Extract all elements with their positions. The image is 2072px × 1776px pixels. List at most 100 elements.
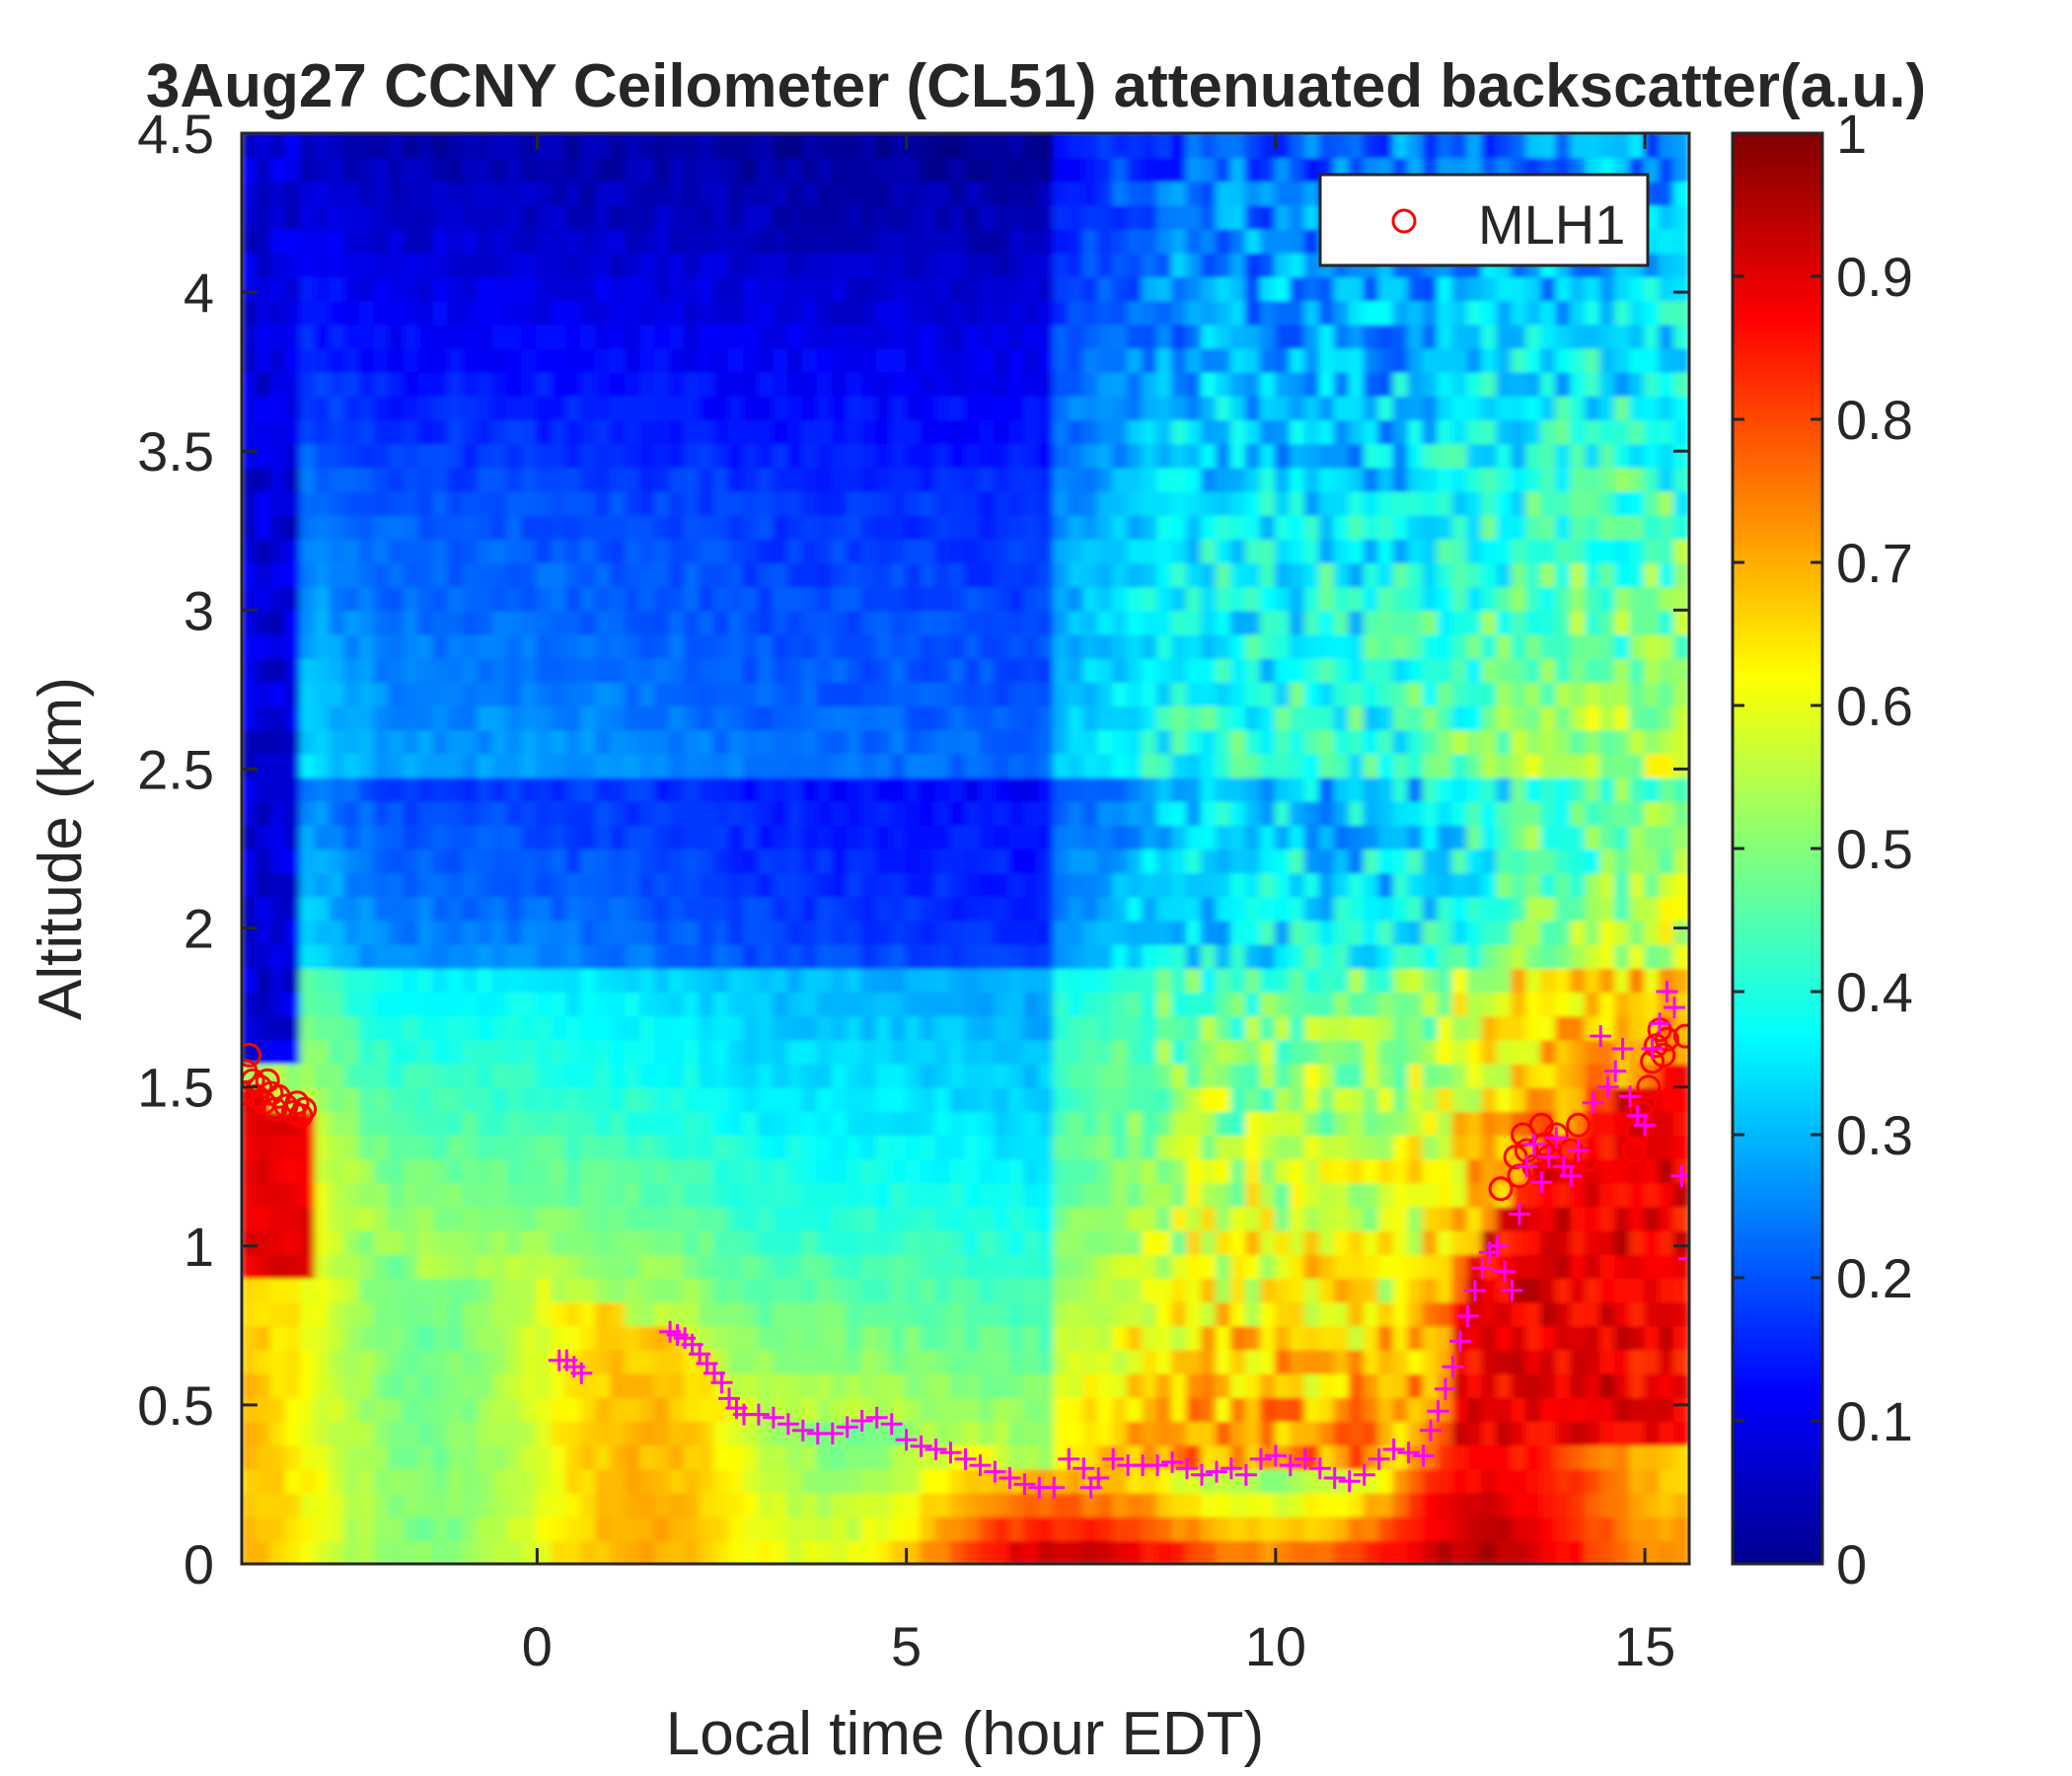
heatmap-cell: [565, 585, 583, 612]
heatmap-cell: [1127, 942, 1145, 969]
heatmap-cell: [816, 370, 834, 397]
heatmap-cell: [1244, 609, 1262, 635]
heatmap-cell: [1259, 1300, 1277, 1327]
heatmap-cell: [934, 1085, 952, 1112]
heatmap-cell: [1201, 489, 1218, 516]
heatmap-cell: [1407, 704, 1425, 731]
heatmap-cell: [994, 728, 1011, 755]
heatmap-cell: [964, 942, 982, 969]
heatmap-cell: [447, 1491, 465, 1517]
heatmap-cell: [713, 942, 730, 969]
heatmap-cell: [625, 370, 642, 397]
heatmap-cell: [1437, 1181, 1454, 1208]
heatmap-cell: [1053, 1324, 1071, 1351]
heatmap-cell: [1216, 942, 1232, 969]
heatmap-cell: [728, 1324, 745, 1351]
heatmap-cell: [1229, 513, 1247, 540]
heatmap-cell: [1377, 418, 1395, 445]
heatmap-cell: [684, 1181, 702, 1208]
heatmap-cell: [786, 156, 804, 183]
heatmap-cell: [1303, 418, 1321, 445]
heatmap-cell: [786, 489, 804, 516]
heatmap-cell: [743, 632, 760, 659]
heatmap-cell: [1023, 585, 1041, 612]
heatmap-cell: [580, 1134, 598, 1160]
heatmap-cell: [595, 1205, 613, 1231]
heatmap-cell: [1333, 991, 1351, 1017]
heatmap-cell: [920, 799, 937, 826]
heatmap-cell: [403, 656, 420, 683]
heatmap-cell: [1422, 585, 1440, 612]
heatmap-cell: [1392, 1324, 1410, 1351]
heatmap-cell: [1186, 203, 1203, 230]
heatmap-cell: [1082, 1228, 1100, 1255]
heatmap-cell: [949, 251, 967, 277]
heatmap-cell: [979, 1228, 997, 1255]
heatmap-cell: [269, 203, 287, 230]
heatmap-cell: [949, 1467, 967, 1494]
heatmap-cell: [1229, 489, 1247, 516]
heatmap-cell: [1303, 919, 1321, 945]
heatmap-cell: [1363, 1324, 1380, 1351]
heatmap-cell: [920, 632, 937, 659]
heatmap-cell: [1097, 513, 1115, 540]
heatmap-cell: [1171, 1134, 1189, 1160]
heatmap-cell: [625, 418, 642, 445]
heatmap-cell: [242, 442, 258, 469]
heatmap-cell: [934, 180, 952, 206]
heatmap-cell: [831, 871, 849, 898]
heatmap-cell: [1422, 991, 1440, 1017]
heatmap-cell: [949, 919, 967, 945]
heatmap-cell: [403, 1252, 420, 1279]
heatmap-cell: [934, 1109, 952, 1136]
heatmap-cell: [728, 1014, 745, 1041]
heatmap-cell: [551, 466, 568, 492]
heatmap-cell: [772, 1134, 789, 1160]
heatmap-cell: [1053, 728, 1071, 755]
heatmap-cell: [521, 823, 539, 850]
heatmap-cell: [1156, 394, 1174, 420]
heatmap-cell: [403, 848, 420, 874]
heatmap-cell: [1244, 156, 1262, 183]
heatmap-cell: [890, 537, 908, 563]
heatmap-cell: [1392, 323, 1410, 349]
heatmap-cell: [1318, 537, 1336, 563]
heatmap-cell: [890, 632, 908, 659]
heatmap-cell: [1112, 632, 1130, 659]
heatmap-cell: [1451, 1420, 1469, 1446]
heatmap-cell: [536, 180, 554, 206]
heatmap-cell: [536, 848, 554, 874]
heatmap-cell: [816, 418, 834, 445]
heatmap-cell: [1082, 323, 1100, 349]
heatmap-cell: [506, 203, 524, 230]
heatmap-cell: [1186, 656, 1203, 683]
heatmap-cell: [477, 1134, 494, 1160]
heatmap-cell: [521, 251, 539, 277]
heatmap-cell: [994, 752, 1011, 778]
heatmap-cell: [610, 1491, 628, 1517]
heatmap-cell: [728, 370, 745, 397]
heatmap-cell: [699, 799, 716, 826]
heatmap-cell: [934, 1395, 952, 1422]
heatmap-cell: [314, 489, 332, 516]
heatmap-cell: [1112, 1395, 1130, 1422]
heatmap-cell: [1422, 752, 1440, 778]
heatmap-cell: [551, 156, 568, 183]
heatmap-cell: [743, 680, 760, 706]
heatmap-cell: [447, 561, 465, 588]
heatmap-cell: [417, 991, 435, 1017]
heatmap-cell: [1082, 418, 1100, 445]
heatmap-cell: [1333, 871, 1351, 898]
heatmap-cell: [743, 1348, 760, 1374]
heatmap-cell: [713, 442, 730, 469]
heatmap-cell: [1156, 991, 1174, 1017]
heatmap-cell: [1186, 1134, 1203, 1160]
heatmap-cell: [669, 513, 687, 540]
heatmap-cell: [610, 704, 628, 731]
heatmap-cell: [772, 442, 789, 469]
heatmap-cell: [269, 466, 287, 492]
heatmap-cell: [299, 418, 317, 445]
heatmap-cell: [403, 133, 420, 159]
heatmap-cell: [831, 1014, 849, 1041]
heatmap-cell: [1318, 1538, 1336, 1564]
